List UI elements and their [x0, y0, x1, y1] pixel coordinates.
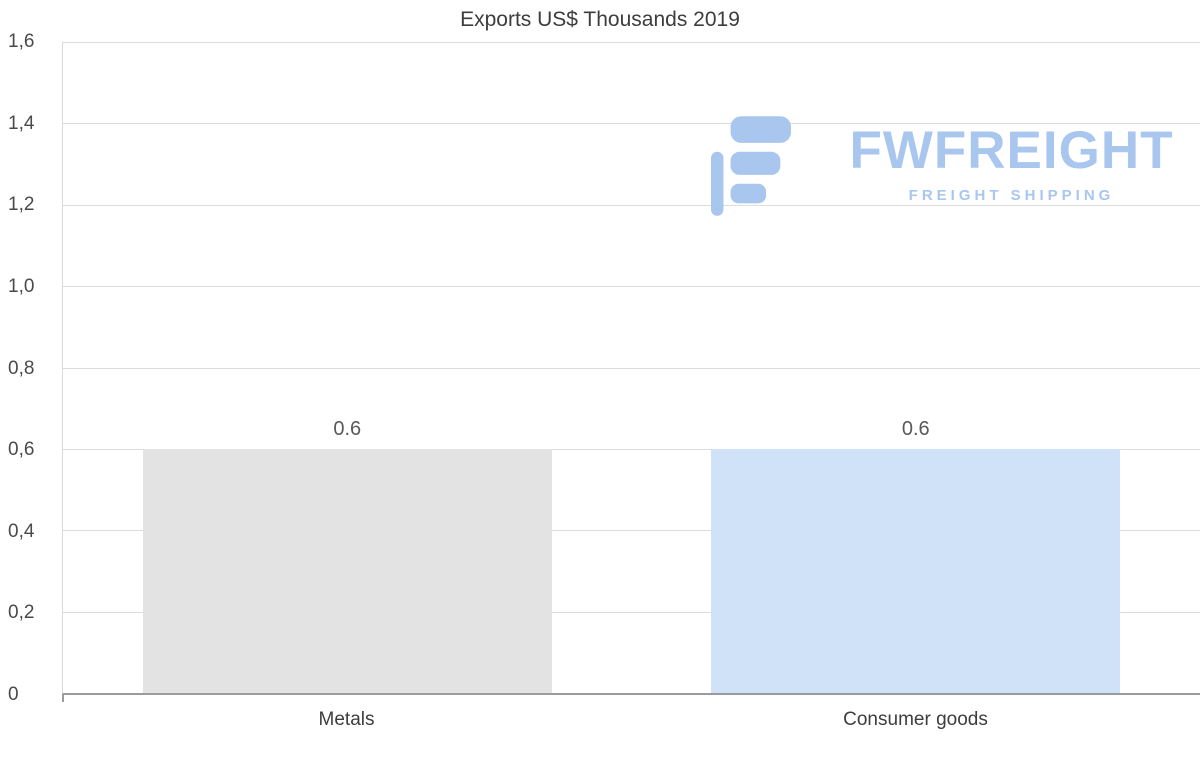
gridline: [63, 611, 1200, 613]
fwfreight-logo-icon: [711, 114, 791, 223]
plot-area: 0.6 0.6 FWFREIGHT FREIGHT SHIPPING: [62, 42, 1200, 702]
brand-tagline: FREIGHT SHIPPING: [908, 187, 1115, 204]
x-axis-category-label: Metals: [318, 709, 375, 730]
bar-group: 0.6: [63, 42, 632, 693]
gridlines: [63, 42, 1200, 693]
y-axis-tick-label: 0: [8, 684, 19, 705]
chart-title: Exports US$ Thousands 2019: [460, 8, 740, 31]
gridline: [63, 204, 1200, 206]
y-axis-tick-label: 0,6: [8, 439, 35, 461]
bars-layer: 0.6 0.6: [63, 42, 1200, 693]
y-axis-tick-label: 0,2: [8, 602, 35, 624]
gridline: [63, 123, 1200, 125]
fwfreight-watermark: FWFREIGHT FREIGHT SHIPPING: [711, 112, 1200, 223]
brand-name: FWFREIGHT: [849, 121, 1174, 180]
bar-group: 0.6: [632, 42, 1200, 693]
bar-value-label: 0.6: [901, 417, 930, 440]
y-axis-tick-label: 1,2: [8, 194, 35, 216]
x-axis-tick: [62, 694, 64, 702]
x-axis-category-label: Consumer goods: [843, 709, 988, 730]
y-axis-tick-label: 1,4: [8, 112, 35, 134]
y-axis-tick-label: 1,0: [8, 275, 35, 297]
fwfreight-logo-text: FWFREIGHT FREIGHT SHIPPING: [807, 112, 1200, 204]
gridline: [63, 42, 1200, 43]
x-axis-labels: Metals Consumer goods: [62, 697, 1200, 741]
bar-consumer-goods: [711, 448, 1121, 693]
bar-value-label: 0.6: [333, 417, 362, 440]
gridline: [63, 367, 1200, 369]
gridline: [63, 286, 1200, 288]
y-axis: 0 0,2 0,4 0,6 0,8 1,0 1,2 1,4 1,6: [0, 31, 56, 705]
bar-metals: [142, 448, 552, 693]
y-axis-tick-label: 1,6: [8, 31, 35, 52]
y-axis-tick-label: 0,4: [8, 520, 35, 542]
y-axis-tick-label: 0,8: [8, 357, 35, 379]
gridline: [63, 530, 1200, 532]
gridline: [63, 448, 1200, 450]
